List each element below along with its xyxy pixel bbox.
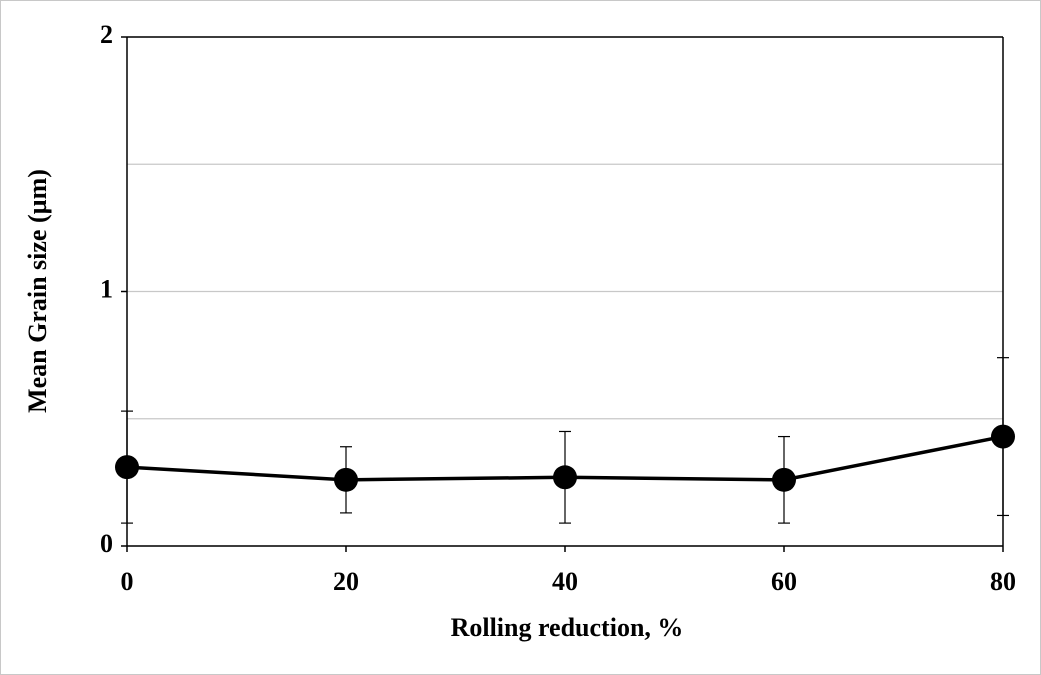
- y-tick-label: 2: [100, 20, 113, 49]
- data-point: [991, 424, 1015, 449]
- y-axis-title: Mean Grain size (µm): [23, 169, 52, 413]
- x-tick-label: 20: [333, 567, 359, 596]
- data-point: [772, 467, 796, 492]
- data-point: [553, 465, 577, 490]
- x-tick-label: 80: [990, 567, 1016, 596]
- y-tick-label: 0: [100, 529, 113, 558]
- x-tick-label: 60: [771, 567, 797, 596]
- x-tick-label: 0: [121, 567, 134, 596]
- data-point: [334, 467, 358, 492]
- x-axis-title: Rolling reduction, %: [451, 613, 684, 642]
- y-tick-label: 1: [100, 274, 113, 303]
- data-point: [115, 455, 139, 480]
- x-tick-label: 40: [552, 567, 578, 596]
